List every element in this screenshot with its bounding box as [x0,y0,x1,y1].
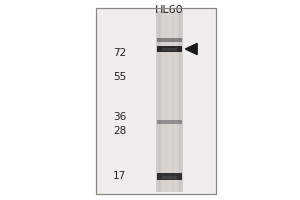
Bar [162,176,177,179]
Bar [179,11,183,192]
Bar [157,46,182,52]
Text: 28: 28 [113,126,126,136]
Bar [159,11,162,192]
Text: 72: 72 [113,48,126,58]
Bar [157,120,182,124]
Bar [96,8,216,194]
Text: HL60: HL60 [155,5,184,15]
Text: 55: 55 [113,72,126,82]
Bar [172,11,174,192]
Bar [165,11,167,192]
Polygon shape [185,43,197,55]
Text: 17: 17 [113,171,126,181]
Bar [157,173,182,180]
Bar [157,38,182,42]
Bar [162,48,177,51]
Bar [156,11,183,192]
Bar [162,122,177,124]
Bar [177,11,180,192]
Text: 36: 36 [113,112,126,122]
Bar [162,40,177,42]
Bar [96,8,216,194]
Bar [156,11,160,192]
